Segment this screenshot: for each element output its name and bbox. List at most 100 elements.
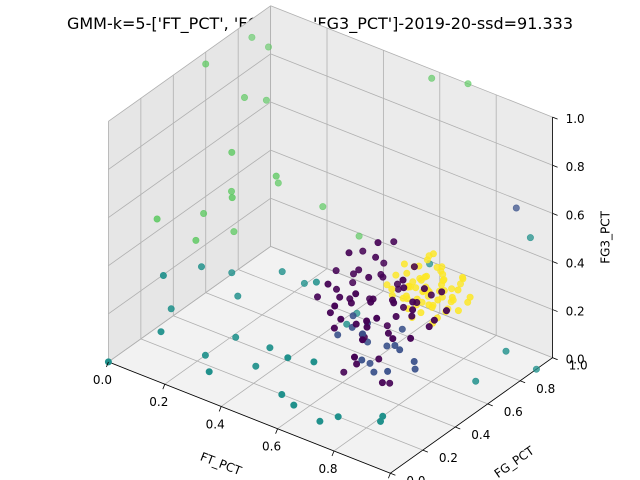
x-tick-mark xyxy=(162,384,166,390)
y-tick-label: 0.6 xyxy=(504,405,523,419)
tick-labels: 0.0 0.0 0.0 0.2 0.2 0.2 0.4 0.4 0.4 0.6 0.6 0.6 0.8 0… xyxy=(93,112,588,480)
scatter-point-cluster-2 xyxy=(157,328,165,336)
x-tick-label: 0.8 xyxy=(318,462,337,476)
grid-line-z xyxy=(270,197,553,310)
y-tick-label: 0.8 xyxy=(536,382,555,396)
z-tick-mark xyxy=(552,116,558,120)
scatter-point-cluster-0 xyxy=(377,270,385,278)
scatter-point-cluster-3 xyxy=(241,94,249,102)
scatter-point-cluster-2 xyxy=(312,278,320,286)
scatter-point-cluster-0 xyxy=(349,270,357,278)
scatter-point-cluster-2 xyxy=(104,358,112,366)
z-tick-label: 0.8 xyxy=(566,160,585,174)
y-axis-line xyxy=(390,357,553,474)
scatter-point-cluster-0 xyxy=(378,379,386,387)
scatter-point-cluster-2 xyxy=(159,271,167,279)
scatter-point-cluster-0 xyxy=(337,315,345,323)
scatter-point-cluster-0 xyxy=(430,316,438,324)
scatter-point-cluster-2 xyxy=(376,417,384,425)
scatter-point-cluster-0 xyxy=(399,276,407,284)
scatter-point-cluster-1 xyxy=(391,341,399,349)
scatter-point-cluster-0 xyxy=(372,253,380,261)
scatter-point-cluster-2 xyxy=(278,268,286,276)
scatter-point-cluster-0 xyxy=(332,267,340,275)
scatter-point-cluster-0 xyxy=(399,303,407,311)
grid-line-z xyxy=(108,5,271,122)
grid-line-z xyxy=(108,101,271,218)
scatter-point-cluster-4 xyxy=(466,293,474,301)
scatter-point-cluster-3 xyxy=(319,203,327,211)
scatter-point-cluster-0 xyxy=(324,280,332,288)
x-axis-label: FT_PCT xyxy=(198,450,244,479)
scatter-point-cluster-3 xyxy=(274,179,282,187)
scatter-point-cluster-2 xyxy=(205,368,213,376)
scatter-point-cluster-3 xyxy=(355,232,363,240)
scatter-point-cluster-2 xyxy=(266,344,274,352)
scatter-point-cluster-1 xyxy=(349,312,357,320)
scatter-point-cluster-0 xyxy=(349,279,357,287)
grid-line-z xyxy=(270,5,553,118)
scatter-point-cluster-0 xyxy=(332,285,340,293)
scatter-point-cluster-3 xyxy=(192,236,200,244)
scatter-point-cluster-0 xyxy=(373,314,381,322)
y-tick-label: 0.4 xyxy=(471,428,490,442)
scatter-point-cluster-0 xyxy=(393,280,401,288)
scatter-point-cluster-0 xyxy=(427,291,435,299)
z-tick-mark xyxy=(552,164,558,168)
scatter-point-cluster-2 xyxy=(198,263,206,271)
scatter-point-cluster-0 xyxy=(345,249,353,257)
scatter-point-cluster-0 xyxy=(383,322,391,330)
scatter-point-cluster-2 xyxy=(526,234,534,242)
axis-edges xyxy=(108,117,553,474)
x-tick-mark xyxy=(331,450,335,457)
grid-line-z xyxy=(270,149,553,262)
scatter-point-cluster-2 xyxy=(252,362,260,370)
scatter-point-cluster-1 xyxy=(411,365,419,373)
scatter-point-cluster-1 xyxy=(359,330,367,338)
scatter-point-cluster-0 xyxy=(336,293,344,301)
scatter-point-cluster-2 xyxy=(278,390,286,398)
scatter-point-cluster-2 xyxy=(284,354,292,362)
scatter-point-cluster-1 xyxy=(366,359,374,367)
y-axis-label: FG_PCT xyxy=(492,443,538,480)
scatter-point-cluster-4 xyxy=(388,285,396,293)
scatter-point-cluster-2 xyxy=(201,351,209,359)
z-tick-mark xyxy=(552,261,558,264)
scatter-point-cluster-0 xyxy=(442,307,450,315)
scatter-point-cluster-2 xyxy=(334,413,342,421)
scatter-point-cluster-4 xyxy=(440,276,448,284)
scatter-point-cluster-2 xyxy=(290,401,298,409)
grid-line-z xyxy=(108,246,271,363)
scatter-point-cluster-4 xyxy=(399,294,407,302)
scatter-point-cluster-2 xyxy=(472,377,480,385)
y-tick-mark xyxy=(422,449,428,453)
grid-line-y xyxy=(173,315,456,428)
z-tick-mark xyxy=(552,309,558,312)
scatter-point-cluster-1 xyxy=(334,331,342,339)
scatter-point-cluster-4 xyxy=(448,285,456,293)
scatter-point-cluster-2 xyxy=(300,279,308,287)
scatter-point-cluster-1 xyxy=(383,342,391,350)
scatter-point-cluster-2 xyxy=(532,365,540,373)
x-tick-mark xyxy=(275,428,278,434)
grid-line-x xyxy=(277,312,441,430)
scatter-point-cluster-4 xyxy=(454,286,462,294)
scatter-point-cluster-2 xyxy=(167,305,175,313)
y-tick-label: 0.2 xyxy=(439,451,458,465)
back-pane xyxy=(270,5,553,358)
scatter-point-cluster-0 xyxy=(408,312,416,320)
scatter-point-cluster-0 xyxy=(409,306,417,314)
scatter-point-cluster-0 xyxy=(409,298,417,306)
grid-line-z xyxy=(108,197,271,315)
scatter-point-cluster-1 xyxy=(398,325,406,333)
floor-pane xyxy=(108,246,553,474)
scatter-point-cluster-4 xyxy=(383,281,391,289)
scatter-point-cluster-3 xyxy=(228,194,236,202)
scatter-point-cluster-0 xyxy=(410,263,418,271)
scatter-point-cluster-0 xyxy=(352,290,360,298)
scatter-point-cluster-4 xyxy=(412,284,420,292)
scatter-point-cluster-0 xyxy=(392,312,400,320)
scatter-point-cluster-2 xyxy=(502,347,510,355)
scatter-point-cluster-0 xyxy=(359,247,367,255)
